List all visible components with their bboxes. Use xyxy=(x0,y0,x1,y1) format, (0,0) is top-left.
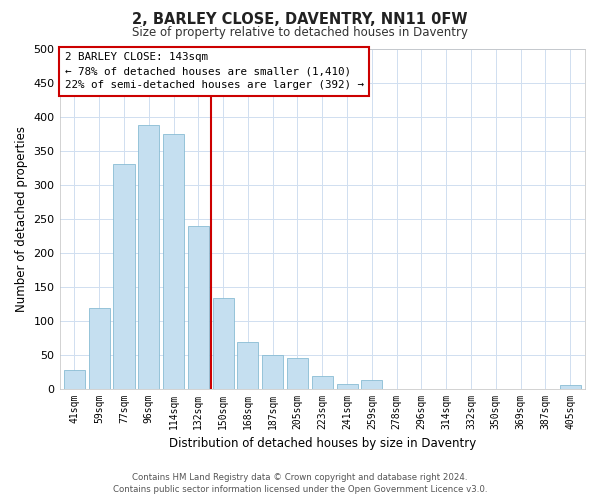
Bar xyxy=(212,298,233,388)
Y-axis label: Number of detached properties: Number of detached properties xyxy=(15,126,28,312)
Bar xyxy=(163,134,184,388)
Bar xyxy=(64,370,85,388)
Bar xyxy=(560,385,581,388)
X-axis label: Distribution of detached houses by size in Daventry: Distribution of detached houses by size … xyxy=(169,437,476,450)
Bar xyxy=(361,380,382,388)
Text: Size of property relative to detached houses in Daventry: Size of property relative to detached ho… xyxy=(132,26,468,39)
Bar xyxy=(138,125,160,388)
Bar xyxy=(89,308,110,388)
Bar xyxy=(113,164,134,388)
Bar xyxy=(238,342,259,388)
Bar xyxy=(188,226,209,388)
Bar xyxy=(312,376,333,388)
Bar xyxy=(287,358,308,388)
Text: 2 BARLEY CLOSE: 143sqm
← 78% of detached houses are smaller (1,410)
22% of semi-: 2 BARLEY CLOSE: 143sqm ← 78% of detached… xyxy=(65,52,364,90)
Text: Contains HM Land Registry data © Crown copyright and database right 2024.
Contai: Contains HM Land Registry data © Crown c… xyxy=(113,472,487,494)
Text: 2, BARLEY CLOSE, DAVENTRY, NN11 0FW: 2, BARLEY CLOSE, DAVENTRY, NN11 0FW xyxy=(132,12,468,28)
Bar xyxy=(262,354,283,388)
Bar xyxy=(337,384,358,388)
